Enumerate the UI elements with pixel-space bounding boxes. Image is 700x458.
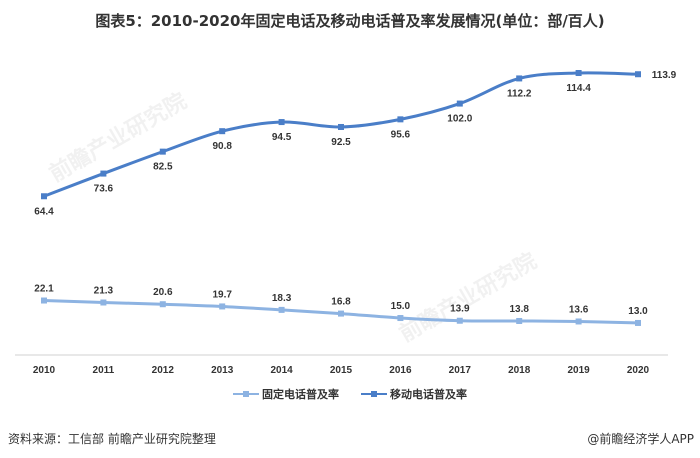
- data-label: 64.4: [34, 206, 54, 217]
- data-label: 13.9: [450, 304, 470, 315]
- x-tick-label: 2020: [627, 365, 650, 376]
- x-tick-label: 2014: [270, 365, 293, 376]
- credit: @前瞻经济学人APP: [587, 432, 694, 446]
- data-point: [100, 170, 107, 177]
- data-label: 82.5: [153, 162, 173, 173]
- data-point: [219, 303, 226, 310]
- data-label: 16.8: [331, 297, 351, 308]
- data-label: 95.6: [391, 129, 411, 140]
- data-point: [635, 319, 641, 326]
- legend-label-mobile: 移动电话普及率: [390, 388, 467, 401]
- legend-swatch-mobile: [361, 391, 387, 397]
- data-point: [456, 100, 463, 107]
- x-tick-label: 2010: [33, 365, 56, 376]
- x-tick-label: 2017: [449, 365, 472, 376]
- data-label: 15.0: [391, 301, 411, 312]
- legend-label-fixed: 固定电话普及率: [262, 388, 339, 401]
- x-tick-label: 2018: [508, 365, 531, 376]
- data-label: 19.7: [212, 289, 232, 300]
- data-point: [516, 317, 523, 324]
- x-tick-label: 2015: [330, 365, 353, 376]
- data-point: [41, 297, 47, 304]
- data-label: 94.5: [272, 132, 292, 143]
- data-label: 18.3: [272, 293, 292, 304]
- data-point: [456, 317, 463, 324]
- chart-title: 图表5：2010-2020年固定电话及移动电话普及率发展情况(单位：部/百人): [95, 12, 605, 30]
- x-tick-label: 2016: [389, 365, 412, 376]
- data-label: 90.8: [212, 141, 232, 152]
- data-point: [516, 75, 523, 82]
- data-point: [100, 299, 107, 306]
- data-label: 113.9: [652, 70, 677, 81]
- data-point: [219, 128, 226, 135]
- legend-item-mobile: 移动电话普及率: [361, 386, 467, 402]
- data-point: [575, 318, 582, 325]
- data-label: 13.0: [628, 306, 648, 317]
- data-point: [397, 315, 404, 322]
- data-label: 13.6: [569, 304, 589, 315]
- source-note: 资料来源：工信部 前瞻产业研究院整理: [8, 432, 216, 446]
- x-tick-label: 2012: [152, 365, 175, 376]
- data-label: 102.0: [447, 114, 472, 125]
- x-tick-label: 2011: [93, 365, 115, 376]
- data-point: [635, 71, 641, 78]
- data-label: 114.4: [566, 83, 591, 94]
- x-tick-label: 2019: [567, 365, 590, 376]
- legend-item-fixed: 固定电话普及率: [233, 386, 339, 402]
- data-point: [338, 310, 344, 317]
- series-line-1: [43, 71, 639, 198]
- data-point: [41, 193, 47, 200]
- data-point: [397, 116, 404, 123]
- data-label: 21.3: [94, 285, 114, 296]
- data-label: 92.5: [331, 137, 351, 148]
- x-tick-label: 2013: [211, 365, 234, 376]
- data-label: 13.8: [509, 304, 529, 315]
- data-point: [338, 123, 344, 130]
- data-point: [278, 306, 285, 313]
- data-point: [575, 70, 582, 77]
- data-point: [159, 148, 166, 155]
- data-label: 20.6: [153, 287, 173, 298]
- data-label: 73.6: [94, 184, 114, 195]
- legend: 固定电话普及率 移动电话普及率: [0, 386, 700, 402]
- data-point: [278, 119, 285, 126]
- data-label: 112.2: [507, 88, 532, 99]
- data-point: [159, 301, 166, 308]
- legend-swatch-fixed: [233, 391, 259, 397]
- data-label: 22.1: [34, 284, 54, 295]
